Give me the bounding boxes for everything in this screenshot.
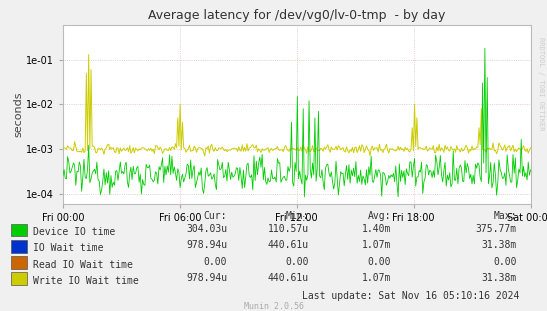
Text: 1.07m: 1.07m [362, 273, 391, 283]
Text: Write IO Wait time: Write IO Wait time [33, 276, 138, 286]
Text: 304.03u: 304.03u [186, 224, 227, 234]
Text: 31.38m: 31.38m [482, 240, 517, 250]
Text: 1.40m: 1.40m [362, 224, 391, 234]
Text: 978.94u: 978.94u [186, 240, 227, 250]
Text: 440.61u: 440.61u [268, 273, 309, 283]
Text: Avg:: Avg: [368, 211, 391, 221]
Text: 440.61u: 440.61u [268, 240, 309, 250]
Text: Last update: Sat Nov 16 05:10:16 2024: Last update: Sat Nov 16 05:10:16 2024 [302, 290, 520, 300]
Text: Munin 2.0.56: Munin 2.0.56 [243, 302, 304, 311]
Text: 31.38m: 31.38m [482, 273, 517, 283]
Text: Max:: Max: [493, 211, 517, 221]
Title: Average latency for /dev/vg0/lv-0-tmp  - by day: Average latency for /dev/vg0/lv-0-tmp - … [148, 9, 445, 22]
Text: 0.00: 0.00 [203, 257, 227, 267]
Text: Device IO time: Device IO time [33, 227, 115, 237]
Text: Read IO Wait time: Read IO Wait time [33, 260, 133, 270]
Text: 978.94u: 978.94u [186, 273, 227, 283]
Text: 110.57u: 110.57u [268, 224, 309, 234]
Text: 375.77m: 375.77m [476, 224, 517, 234]
Text: RRDTOOL / TOBI OETIKER: RRDTOOL / TOBI OETIKER [538, 37, 544, 131]
Text: 0.00: 0.00 [286, 257, 309, 267]
Y-axis label: seconds: seconds [13, 91, 23, 137]
Text: 1.07m: 1.07m [362, 240, 391, 250]
Text: 0.00: 0.00 [368, 257, 391, 267]
Text: Cur:: Cur: [203, 211, 227, 221]
Text: IO Wait time: IO Wait time [33, 244, 103, 253]
Text: 0.00: 0.00 [493, 257, 517, 267]
Text: Min:: Min: [286, 211, 309, 221]
